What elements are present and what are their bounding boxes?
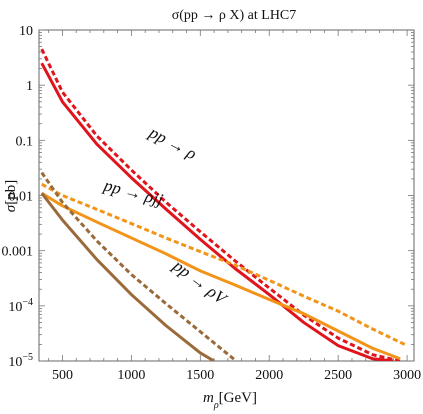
x-tick-label: 1000 [117, 368, 145, 383]
series-line-4 [41, 182, 408, 347]
y-tick-label: 10 [19, 24, 33, 39]
y-tick-label: 0.01 [9, 190, 34, 205]
y-tick-label: 1 [26, 79, 33, 94]
annotation-pp-rho-v: pp → ρV [169, 255, 232, 309]
x-tick-label: 1500 [186, 368, 214, 383]
series-line-5 [40, 192, 215, 361]
x-tick-labels: 500 1000 1500 2000 2500 3000 [52, 368, 421, 383]
y-tick-label: 10−4 [8, 297, 33, 315]
series-line-3 [40, 191, 401, 361]
x-tick-label: 2500 [324, 368, 352, 383]
y-tick-label: 10−5 [8, 352, 33, 370]
x-tick-label: 500 [52, 368, 73, 383]
series-line-6 [40, 171, 238, 361]
chart-title: σ(pp → ρ X) at LHC7 [172, 8, 297, 23]
tick-marks [39, 29, 414, 362]
y-axis-label: σ[pb] [3, 180, 19, 212]
y-tick-labels: 10 1 0.1 0.01 0.001 10−4 10−5 [2, 24, 34, 370]
series-line-1 [40, 62, 394, 361]
x-tick-label: 2000 [255, 368, 283, 383]
annotation-pp-rho: pp → ρ [145, 122, 200, 163]
y-tick-label: 0.001 [2, 245, 34, 260]
x-axis-label: mρ[GeV] [203, 390, 257, 411]
y-tick-label: 0.1 [16, 134, 34, 149]
series-layer [40, 48, 408, 361]
plot-frame [38, 29, 415, 362]
series-line-2 [40, 48, 401, 361]
x-tick-label: 3000 [393, 368, 421, 383]
